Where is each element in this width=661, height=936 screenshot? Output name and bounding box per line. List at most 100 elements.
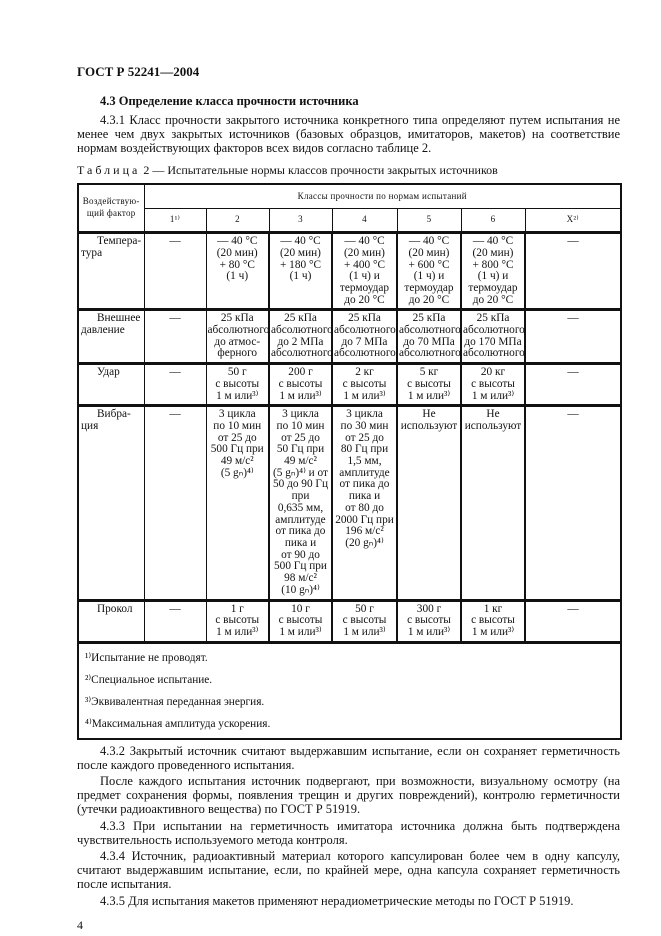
factor-line: тура [81, 246, 103, 259]
value-cell: 3 цикла по 10 мин от 25 до 50 Гц при 49 м/с²… [268, 405, 333, 602]
cell-line: (10 gₙ)⁴⁾ [281, 583, 320, 596]
factor-cell: Темпера-тура [77, 232, 145, 312]
cell-line: 49 м/с² [220, 455, 254, 468]
value-cell: 25 кПа абсолютного до 2 МПа абсолютного [268, 309, 333, 366]
cell-line: ферного [217, 347, 258, 360]
classes-header: Классы прочности по нормам испытаний [143, 183, 622, 210]
class-header-3: 3 [268, 208, 333, 235]
cell-line: с высоты [407, 614, 451, 627]
paragraph-4-3-5: 4.3.5 Для испытания макетов применяют не… [100, 893, 574, 908]
cell-line: используют [400, 419, 458, 432]
cell-line: от 25 до [345, 431, 384, 444]
cell-line: (1 ч) и [413, 270, 445, 283]
cell-line: абсолютного [207, 324, 270, 337]
cell-line: абсолютного [399, 347, 461, 360]
cell-line: — 40 °C [217, 235, 258, 248]
cell-line: при [291, 490, 310, 503]
test-norms-table: Воздействую-щий фактор Классы прочности … [77, 182, 622, 740]
footnote: ¹⁾Испытание не проводят. [85, 651, 208, 664]
factor-line: Прокол [97, 602, 133, 615]
cell-line: от пика до [339, 478, 390, 491]
cell-line: 3 цикла [218, 408, 256, 421]
cell-line: 2000 Гц при [335, 513, 394, 526]
cell-line: до 20 °C [344, 293, 385, 306]
cell-line: с высоты [342, 377, 387, 390]
cell-line: 200 г [288, 366, 313, 379]
cell-line: (20 мин) [344, 246, 385, 259]
class-header-2: 2 [205, 208, 270, 235]
cell-line: с высоты [215, 377, 260, 390]
value-cell: — [524, 363, 622, 408]
cell-line: + 80 °C [219, 258, 255, 271]
paragraph-4-3-2-cont: После каждого испытания источник подверг… [77, 774, 620, 817]
cell-line: 20 кг [480, 366, 506, 379]
cell-line: 25 кПа [284, 312, 317, 325]
cell-line: от пика до [275, 525, 326, 538]
value-cell: — 40 °C (20 мин) + 800 °C (1 ч) и термоудар д… [460, 232, 526, 312]
cell-line: 500 Гц при [210, 443, 264, 456]
cell-line: + 400 °C [343, 258, 386, 271]
cell-line: с высоты [407, 377, 451, 390]
value-cell: — 40 °C (20 мин) + 400 °C (1 ч) и термоудар д… [331, 232, 398, 312]
value-cell: — [524, 599, 622, 644]
table-row: Внешнее давление —25 кПа абсолютного до атмо… [77, 309, 622, 366]
value-cell: 25 кПа абсолютного до атмос-ферного [205, 309, 270, 366]
factor-cell: Прокол [77, 599, 145, 644]
factor-line: Внешнее [97, 312, 141, 325]
cell-line: термоудар [468, 281, 518, 294]
value-cell: 1 кг с высоты 1 м или³⁾ [460, 599, 526, 644]
cell-line: — 40 °C [280, 235, 321, 248]
cell-line: + 600 °C [408, 258, 450, 271]
cell-line: 1 г [230, 602, 244, 615]
factor-line: Удар [97, 366, 120, 379]
cell-line: 1 м или³⁾ [343, 625, 386, 638]
cell-line: абсолютного [399, 324, 461, 337]
cell-line: абсолютного [463, 347, 525, 360]
paragraph-4-3-1: 4.3.1 Класс прочности закрытого источник… [77, 113, 620, 156]
cell-line: 1 м или³⁾ [216, 389, 259, 402]
value-cell: 5 кг с высоты 1 м или³⁾ [396, 363, 462, 408]
cell-line: до 2 МПа [277, 335, 324, 348]
value-cell: 2 кг с высоты 1 м или³⁾ [331, 363, 398, 408]
class-header-5: 5 [396, 208, 462, 235]
cell-line: (1 ч) и [349, 270, 380, 283]
cell-line: 50 г [355, 602, 374, 615]
cell-line: от 25 до [217, 431, 257, 444]
cell-line: с высоты [278, 377, 323, 390]
cell-line: — [169, 366, 181, 379]
cell-line: 1 кг [483, 602, 503, 615]
cell-line: — [567, 312, 579, 325]
cell-line: до 70 МПа [403, 335, 455, 348]
cell-line: — [169, 602, 181, 615]
cell-line: амплитуде [275, 513, 326, 526]
cell-line: до 170 МПа [464, 335, 522, 348]
class-header-7: X²⁾ [524, 208, 622, 235]
cell-line: — 40 °C [472, 235, 514, 248]
value-cell: — [143, 232, 207, 312]
cell-line: — [567, 602, 579, 615]
paragraph-4-3-4: 4.3.4 Источник, радиоактивный материал к… [77, 849, 620, 892]
value-cell: — 40 °C (20 мин) + 80 °C (1 ч) [205, 232, 270, 312]
cell-line: + 800 °C [472, 258, 514, 271]
class-header-4: 4 [331, 208, 398, 235]
cell-line: 1 м или³⁾ [471, 625, 515, 638]
cell-line: термоудар [339, 281, 390, 294]
cell-line: от 80 до [345, 501, 384, 514]
table-caption: Таблица 2 — Испытательные нормы классов … [77, 163, 620, 177]
factor-line: Вибра- [97, 408, 131, 421]
cell-line: амплитуде [339, 466, 390, 479]
cell-line: абсолютного [271, 324, 333, 337]
cell-line: — [567, 408, 579, 421]
value-cell: 3 цикла по 30 мин от 25 до 80 Гц при 1,5 мм,… [331, 405, 398, 602]
value-cell: 25 кПа абсолютного до 7 МПа абсолютного [331, 309, 398, 366]
cell-line: абсолютного [271, 347, 333, 360]
cell-line: 0,635 мм, [277, 501, 324, 514]
value-cell: — [143, 405, 207, 602]
cell-line: до 20 °C [472, 293, 514, 306]
factor-line: ция [81, 419, 99, 432]
